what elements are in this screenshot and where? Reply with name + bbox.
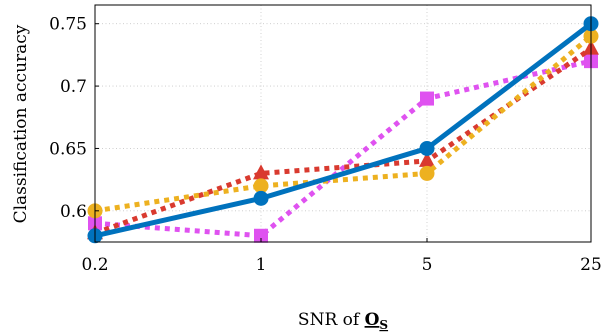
data-point [253,178,269,194]
data-point [253,190,269,206]
series-3 [88,54,598,243]
series-line [94,58,592,239]
x-axis-title-prefix: SNR of [298,310,365,330]
data-point [253,164,269,180]
tick-labels: 0.2 1 5 25 0.6 0.65 0.7 0.75 [49,15,602,275]
x-tick-label: 1 [256,255,267,275]
series-layer [87,16,599,244]
series-line [94,34,593,214]
y-tick-label: 0.6 [60,202,87,222]
data-point [419,140,435,156]
data-point [254,228,268,243]
x-tick-label: 25 [580,255,602,275]
x-axis-title-symbol: O [365,310,380,330]
y-tick-label: 0.65 [49,139,87,159]
x-tick-label: 5 [422,255,433,275]
plot-frame [94,4,592,243]
series-line [94,21,593,239]
y-tick-label: 0.75 [49,15,87,35]
y-tick-label: 0.7 [60,77,87,97]
series-1 [87,28,599,219]
x-axis-title: SNR of OS [298,310,388,332]
x-axis-title-subscript: S [379,318,388,332]
x-tick-label: 0.2 [81,255,108,275]
grid-lines [94,5,592,242]
data-point [419,151,435,167]
series-2 [87,39,599,240]
data-point [420,91,434,106]
y-axis-title: Classification accuracy [11,24,31,223]
data-point [419,165,435,181]
